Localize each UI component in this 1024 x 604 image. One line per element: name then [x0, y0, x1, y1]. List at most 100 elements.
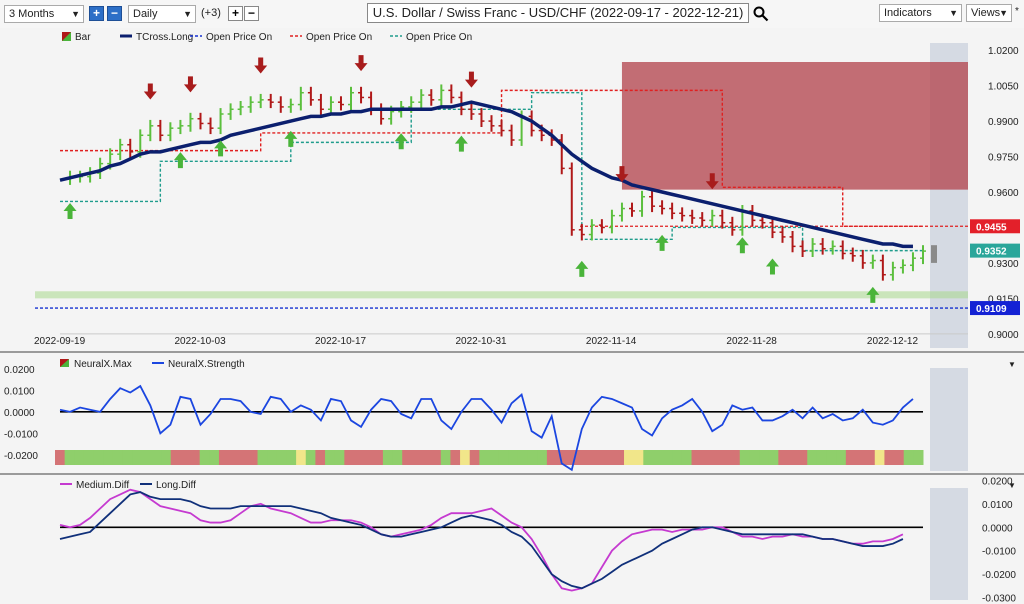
legend-label: Bar: [75, 32, 91, 43]
zoom-in-button[interactable]: +: [228, 6, 243, 21]
chart-title[interactable]: U.S. Dollar / Swiss Franc - USD/CHF (202…: [367, 3, 749, 23]
neuralx-max-cell: [228, 450, 239, 465]
y-tick-label: 0.9150: [988, 294, 1019, 305]
y-tick-label: 1.0200: [988, 46, 1019, 57]
neuralx-max-cell: [440, 450, 451, 465]
neuralx-max-cell: [614, 450, 625, 465]
panel-divider: [0, 473, 1024, 475]
legend-label: NeuralX.Max: [74, 359, 132, 370]
neuralx-max-cell: [643, 450, 654, 465]
tcross-long-line: [59, 100, 913, 249]
legend-label: Medium.Diff: [76, 480, 129, 491]
neuralx-max-cell: [595, 450, 606, 465]
neuralx-max-cell: [913, 450, 924, 465]
legend-label: Long.Diff: [156, 480, 196, 491]
search-icon[interactable]: [753, 6, 769, 22]
buy-arrow-icon: [866, 286, 880, 303]
neuralx-max-cell: [460, 450, 471, 465]
neuralx-max-cell: [247, 450, 259, 465]
neuralx-max-cell: [392, 450, 403, 465]
neuralx-max-cell: [845, 450, 856, 465]
y-tick-label: -0.0200: [982, 570, 1016, 581]
x-axis-label: 2022-10-17: [315, 336, 367, 347]
neuralx-max-cell: [276, 450, 287, 465]
y-tick-label: 0.0200: [4, 365, 35, 376]
y-tick-label: -0.0100: [4, 429, 38, 440]
chart-area[interactable]: 1.0200 1.0050 0.9900 0.9750 0.9600 0.9300 0.91…: [0, 28, 1024, 604]
sell-arrow-icon: [464, 71, 478, 88]
neuralx-max-cell: [161, 450, 172, 465]
neuralx-max-cell: [527, 450, 538, 465]
neuralx-max-cell: [787, 450, 799, 465]
indicators-dropdown[interactable]: Indicators ▼: [879, 4, 962, 22]
long-diff-line: [59, 491, 904, 590]
neuralx-max-cell: [190, 450, 201, 465]
neuralx-max-cell: [768, 450, 779, 465]
chevron-down-icon: ▼: [183, 9, 192, 19]
y-tick-label: 0.9900: [988, 117, 1019, 128]
neuralx-max-cell: [132, 450, 143, 465]
neuralx-max-cell: [508, 450, 519, 465]
legend-swatch: [62, 32, 71, 41]
neuralx-max-cell: [55, 450, 66, 465]
chevron-down-icon: ▼: [949, 8, 958, 18]
neuralx-max-cell: [450, 450, 461, 465]
neuralx-max-cell: [681, 450, 693, 465]
y-tick-label: -0.0200: [4, 451, 38, 462]
neuralx-max-cell: [489, 450, 500, 465]
neuralx-max-cell: [296, 450, 307, 465]
neuralx-max-cell: [93, 450, 104, 465]
chevron-down-icon: ▼: [71, 9, 80, 19]
period-dropdown[interactable]: 3 Months ▼: [4, 5, 84, 23]
open-price-on-red-line: [60, 89, 923, 227]
neuralx-max-cell: [411, 450, 422, 465]
neuralx-max-cell: [151, 450, 162, 465]
sell-arrow-icon: [705, 173, 719, 190]
x-axis-label: 2022-10-03: [174, 336, 226, 347]
neuralx-max-cell: [585, 450, 596, 465]
neuralx-max-cell: [710, 450, 721, 465]
period-value: 3 Months: [9, 8, 55, 20]
x-axis-label: 2022-12-12: [867, 336, 919, 347]
support-zone: [35, 291, 968, 299]
neuralx-max-cell: [382, 450, 394, 465]
medium-diff-line: [59, 488, 904, 592]
pin-icon[interactable]: *: [1015, 6, 1019, 17]
x-axis-label: 2022-11-14: [586, 336, 637, 347]
neuralx-max-cell: [373, 450, 384, 465]
add-period-button[interactable]: +: [89, 6, 104, 21]
zoom-out-button[interactable]: −: [244, 6, 259, 21]
neuralx-max-cell: [218, 450, 230, 465]
neuralx-max-cell: [730, 450, 741, 465]
buy-arrow-icon: [765, 258, 779, 275]
neuralx-max-cell: [633, 450, 644, 465]
neuralx-max-cell: [498, 450, 509, 465]
y-tick-label: 1.0050: [988, 82, 1019, 93]
neuralx-max-cell: [267, 450, 278, 465]
buy-arrow-icon: [655, 234, 669, 251]
interval-dropdown[interactable]: Daily ▼: [128, 5, 196, 23]
neuralx-max-cell: [83, 450, 95, 465]
neuralx-max-cell: [624, 450, 635, 465]
neuralx-max-cell: [672, 450, 683, 465]
y-tick-label: 0.9300: [988, 259, 1019, 270]
y-tick-label: 0.0000: [982, 523, 1013, 534]
red-price-label: 0.9455: [976, 222, 1007, 233]
neuralx-max-cell: [537, 450, 548, 465]
y-tick-label: -0.0300: [982, 594, 1016, 604]
neuralx-max-cell: [816, 450, 828, 465]
resistance-zone: [621, 62, 968, 190]
neuralx-max-cell: [894, 450, 905, 465]
neuralx-strength-line: [59, 384, 914, 472]
buy-arrow-icon: [454, 135, 468, 152]
sell-arrow-icon: [254, 57, 268, 74]
views-dropdown[interactable]: Views ▼: [966, 4, 1012, 22]
legend-label: Open Price On: [206, 32, 272, 43]
remove-period-button[interactable]: −: [107, 6, 122, 21]
neuralx-max-cell: [122, 450, 133, 465]
legend-label: NeuralX.Strength: [168, 359, 245, 370]
neuralx-max-cell: [363, 450, 374, 465]
neuralx-max-cell: [325, 450, 336, 465]
neuralx-max-cell: [141, 450, 152, 465]
neuralx-max-cell: [652, 450, 664, 465]
